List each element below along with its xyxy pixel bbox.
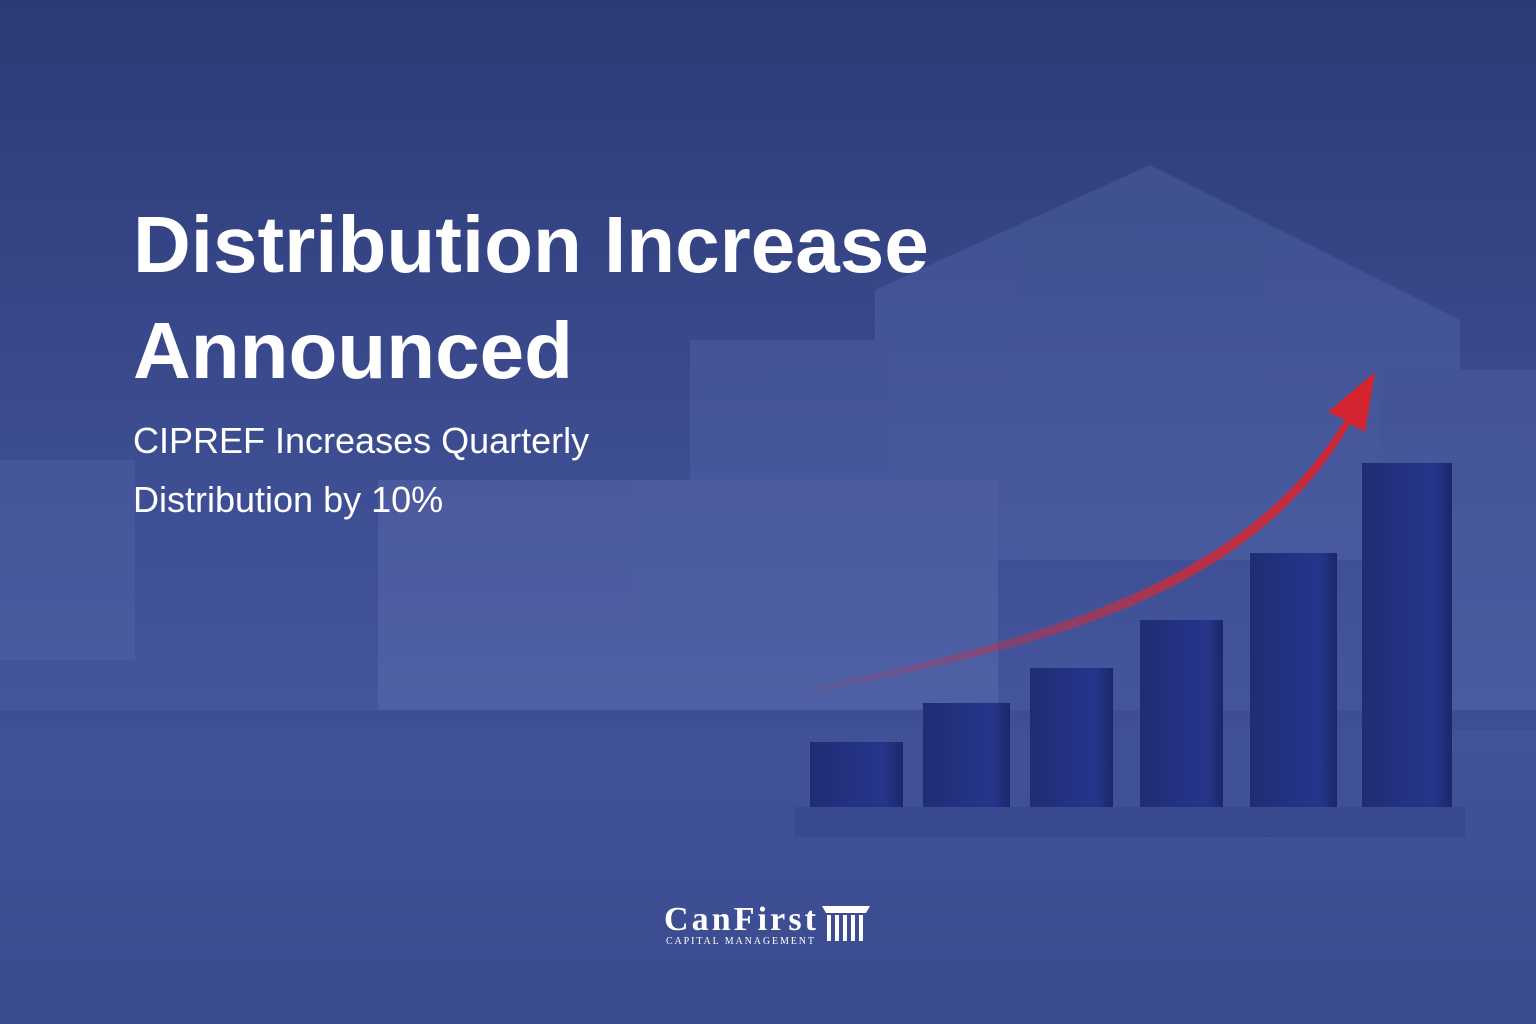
subtitle-line: Distribution by 10% — [133, 479, 443, 520]
subtitle-line: CIPREF Increases Quarterly — [133, 420, 589, 461]
logo-icon — [822, 906, 870, 941]
title-line: Announced — [133, 306, 573, 395]
title-line: Distribution Increase — [133, 200, 929, 289]
logo-tagline: CAPITAL MANAGEMENT — [666, 936, 814, 947]
decorative-bars — [795, 463, 1465, 837]
logo-name: CanFirst — [664, 901, 817, 938]
